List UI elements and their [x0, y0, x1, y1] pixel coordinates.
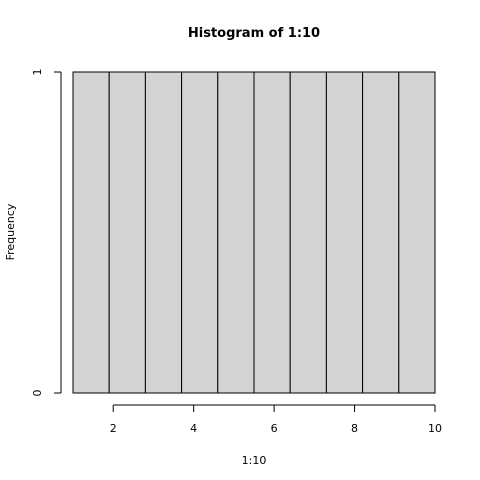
- bars-group: [72, 71, 436, 394]
- histogram-bar: [398, 71, 436, 394]
- x-tick-label: 6: [271, 422, 278, 435]
- histogram-bar: [253, 71, 291, 394]
- histogram-bar: [72, 71, 110, 394]
- x-axis: 2 4 6 8 10: [110, 404, 442, 435]
- histogram-bar: [362, 71, 400, 394]
- y-tick-label: 1: [31, 69, 44, 76]
- histogram-bar: [217, 71, 255, 394]
- y-axis-label: Frequency: [4, 203, 17, 260]
- x-tick-label: 2: [110, 422, 117, 435]
- x-tick-label: 4: [190, 422, 197, 435]
- x-tick-label: 10: [428, 422, 442, 435]
- histogram-bar: [144, 71, 183, 394]
- histogram-bar: [181, 71, 219, 394]
- x-axis-label: 1:10: [242, 454, 267, 467]
- y-axis: 01: [31, 69, 62, 397]
- y-tick-label: 0: [31, 390, 44, 397]
- x-tick-label: 8: [351, 422, 358, 435]
- histogram-bar: [108, 71, 146, 394]
- histogram-bar: [289, 71, 327, 394]
- chart-title: Histogram of 1:10: [188, 26, 320, 41]
- histogram-bar: [325, 71, 364, 394]
